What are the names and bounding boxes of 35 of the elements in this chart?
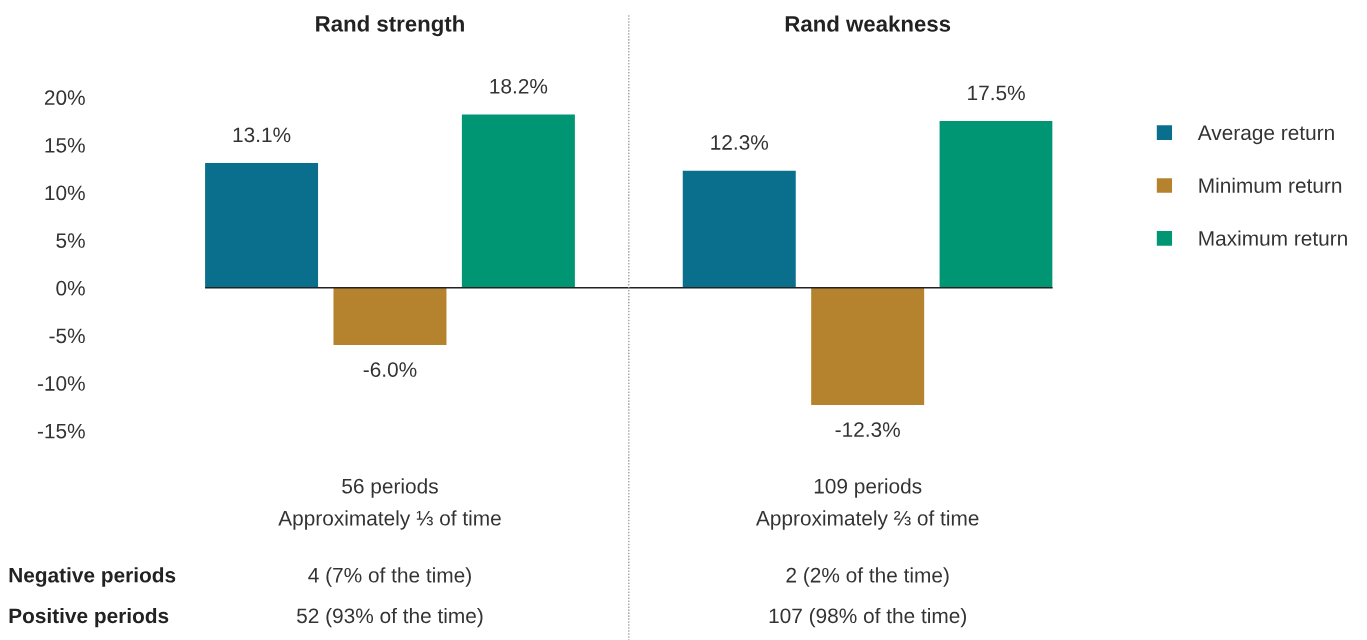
data-label: -12.3%	[835, 422, 900, 437]
text: 56 periods	[342, 478, 438, 498]
legend-label: Minimum return	[1199, 177, 1342, 193]
data-label: 12.3%	[711, 135, 769, 150]
bar	[811, 287, 925, 405]
text: Approximately ⅓ of time	[278, 510, 501, 530]
bar	[461, 114, 575, 288]
y-tick-label: 10%	[45, 185, 85, 201]
x-tick-label: Rand weakness	[785, 15, 951, 32]
bar	[682, 170, 796, 288]
bar	[205, 163, 319, 288]
data-label: -6.0%	[363, 362, 417, 377]
y-tick-label: 20%	[44, 90, 85, 106]
x-tick-label: Rand strength	[316, 15, 464, 37]
bar	[939, 121, 1053, 288]
text: 52 (93% of the time)	[297, 607, 483, 628]
text: Positive periods	[9, 607, 169, 628]
data-label: 17.5%	[968, 85, 1025, 101]
text: Approximately ⅔ of time	[755, 510, 979, 530]
y-tick-label: 15%	[45, 138, 85, 153]
y-tick-label: -10%	[37, 376, 85, 391]
text: 2 (2% of the time)	[786, 567, 949, 587]
y-tick-label: -5%	[49, 328, 85, 344]
text: Negative periods	[9, 567, 176, 587]
y-tick-label: 0%	[56, 280, 85, 296]
bar	[333, 287, 447, 345]
legend-label: Average return	[1197, 125, 1334, 145]
y-tick-label: 5%	[56, 233, 85, 248]
legend-label: Maximum return	[1199, 230, 1347, 246]
text: 107 (98% of the time)	[769, 607, 966, 628]
data-label: 13.1%	[233, 127, 291, 143]
text: 4 (7% of the time)	[308, 567, 471, 587]
text: 109 periods	[814, 478, 922, 498]
data-label: 18.2%	[490, 78, 548, 94]
y-tick-label: -15%	[37, 423, 85, 439]
